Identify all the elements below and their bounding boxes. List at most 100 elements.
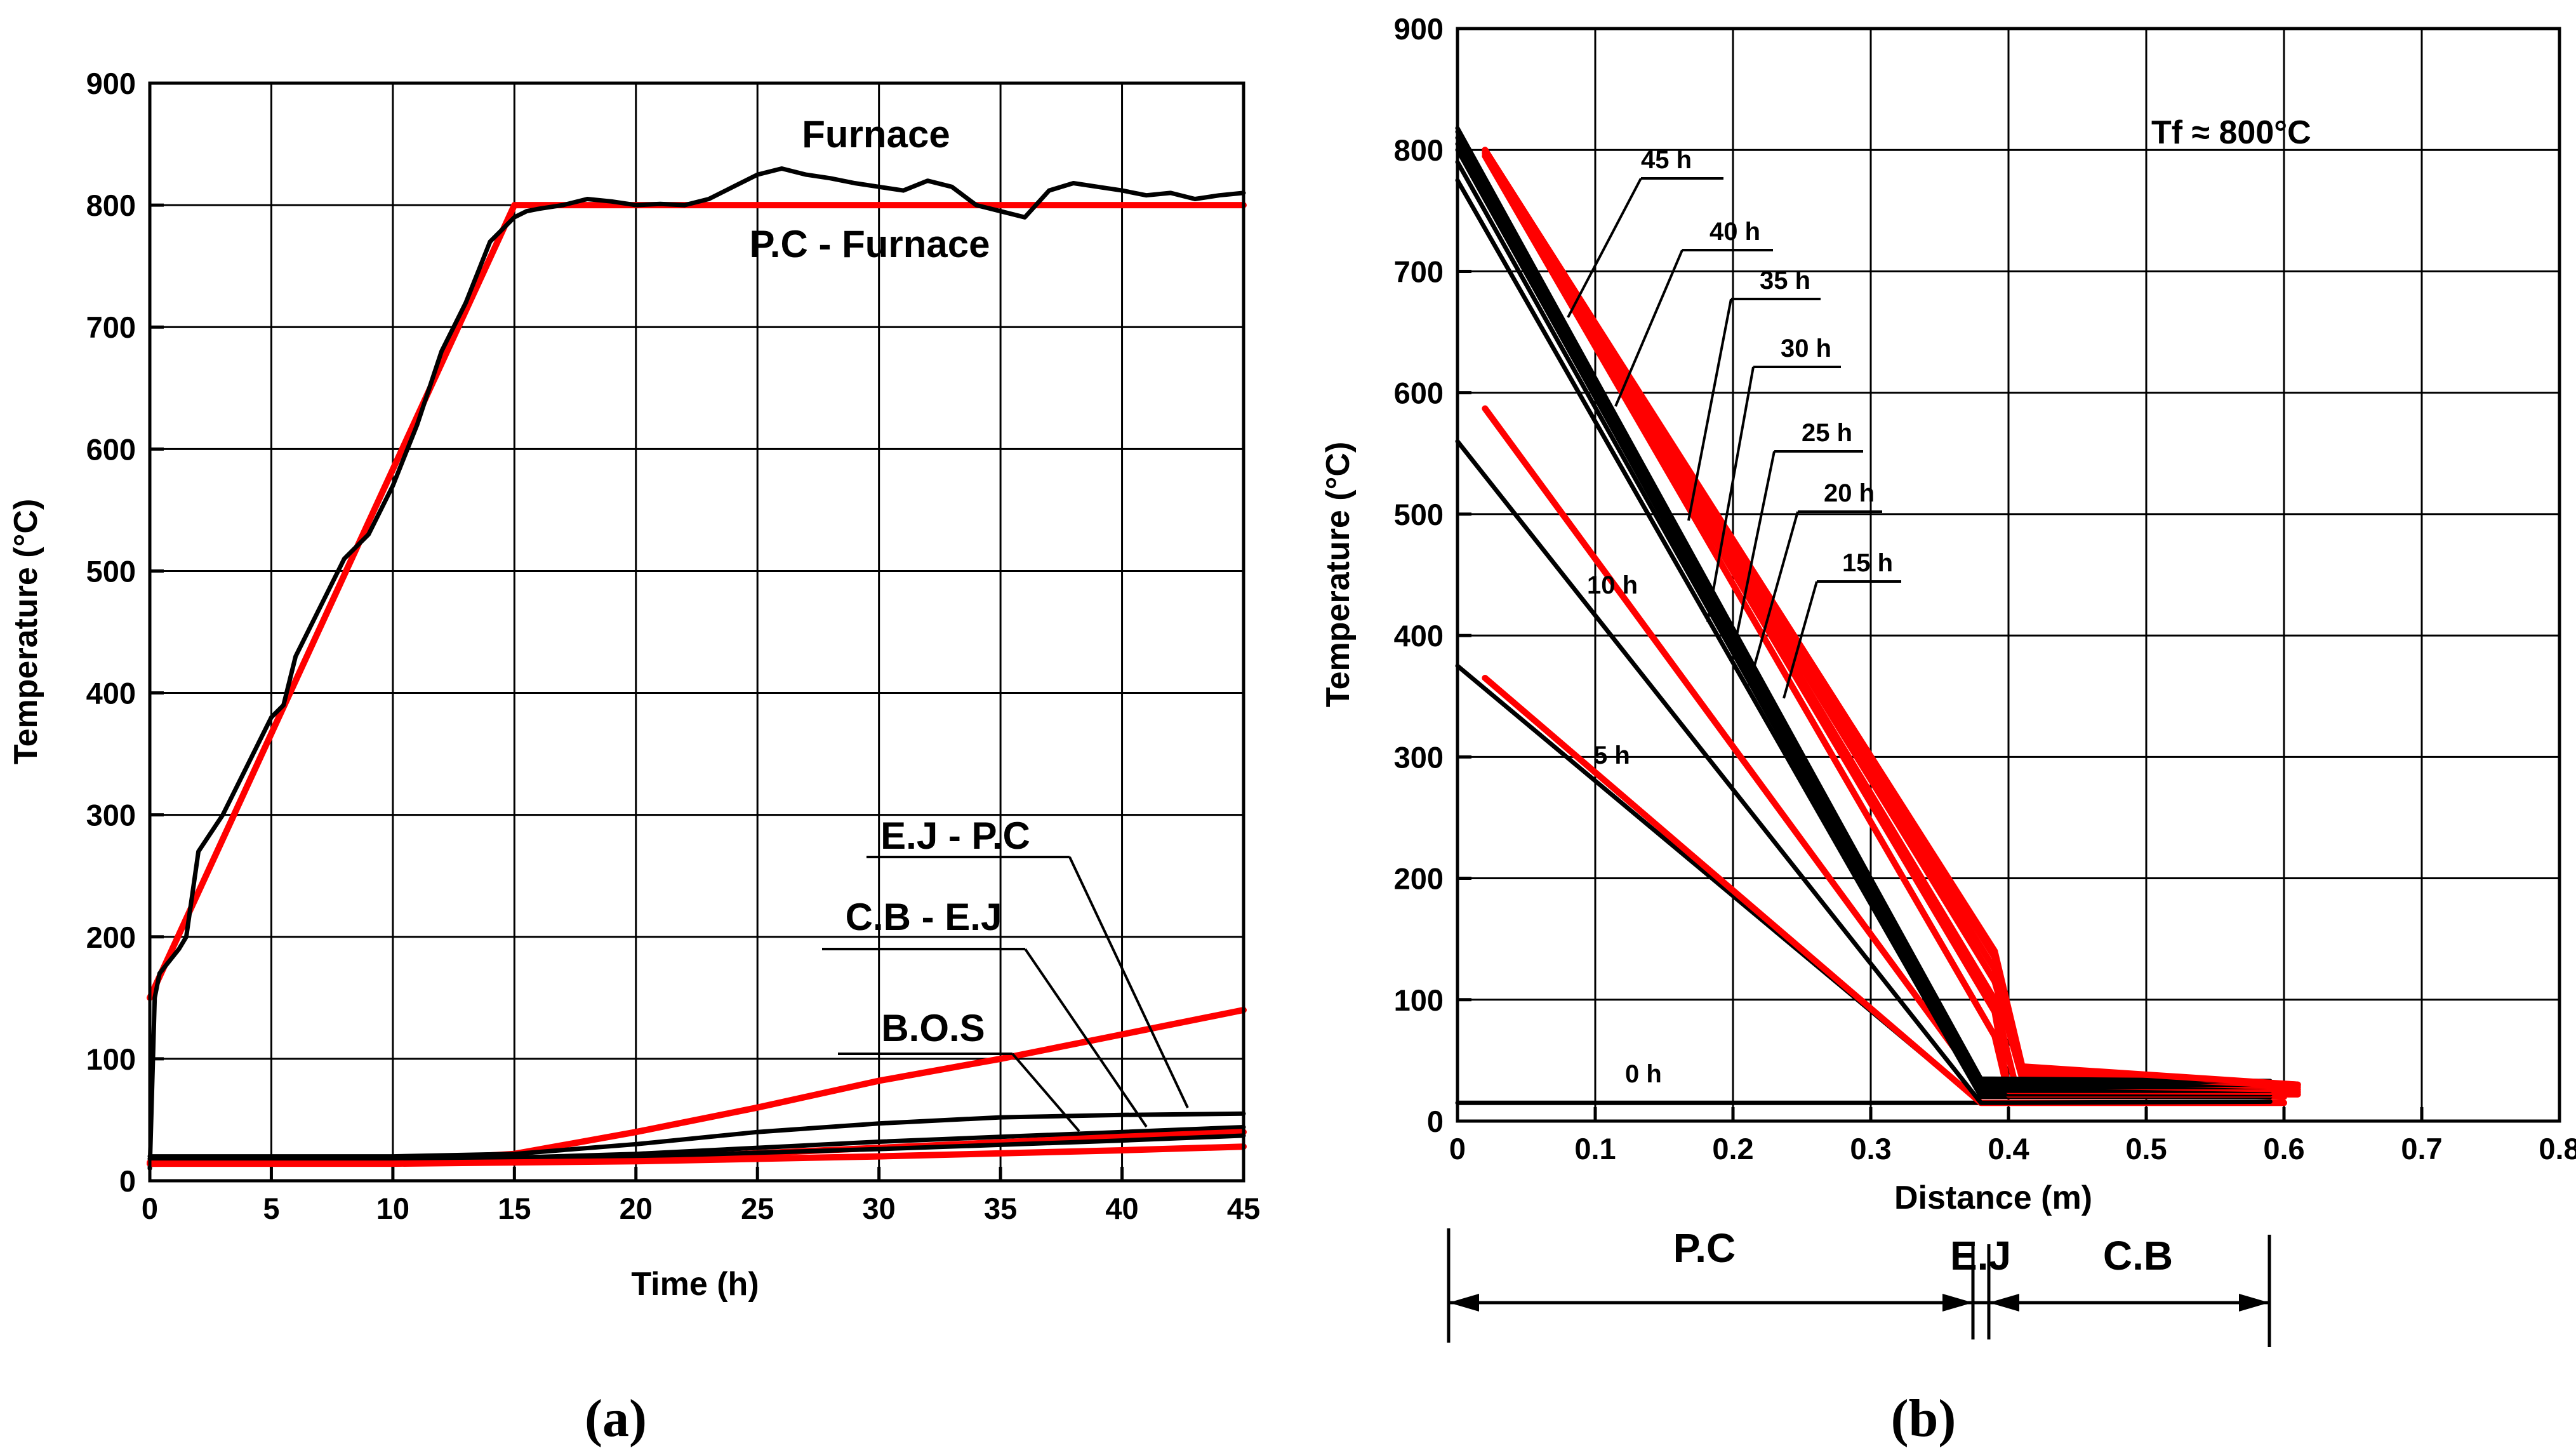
y-tick-label: 900	[86, 67, 136, 100]
x-tick-label: 35	[984, 1192, 1017, 1225]
x-tick-label: 15	[498, 1192, 531, 1225]
series-line-10-h-black	[1455, 439, 2273, 1105]
time-labels: 45 h 40 h35 h 30 h 25 h 20 h 15 h 10 h 5 h 0 h	[1567, 146, 1901, 1088]
arrow-pc-left	[1449, 1294, 1479, 1312]
chart-b-xlabel: Distance (m)	[1894, 1179, 2092, 1216]
time-label-5h: 5 h	[1593, 741, 1630, 769]
chart-a-grid	[150, 83, 1244, 1181]
zone-label-ej: E.J	[1950, 1233, 2011, 1279]
furnace-temperature-label: Tf ≈ 800°C	[2151, 114, 2311, 151]
time-label-leader	[1614, 249, 1683, 407]
y-tick-label: 500	[1394, 498, 1444, 531]
time-label-45h: 45 h	[1641, 146, 1692, 174]
series-line-30-h-red	[1482, 148, 2301, 1091]
x-tick-label: 0.5	[2125, 1132, 2167, 1166]
time-label-leader	[1748, 511, 1799, 686]
series-line-45-h-black	[1455, 126, 2273, 1084]
time-label-15h: 15 h	[1842, 549, 1893, 577]
y-tick-label: 0	[119, 1164, 136, 1198]
chart-a-frame	[148, 81, 1245, 1183]
caption-b: (b)	[1891, 1389, 1956, 1448]
leader-bos	[1011, 1053, 1080, 1133]
x-tick-label: 0.1	[1574, 1132, 1616, 1166]
leader-ej-pc	[1068, 856, 1189, 1108]
chart-b-series	[1455, 126, 2301, 1106]
x-tick-label: 45	[1227, 1192, 1260, 1225]
chart-b-ticks: 0 0.1 0.2 0.3 0.4 0.5 0.6 0.7 0.8 0 100 200 300 400 50…	[1394, 12, 2576, 1166]
time-label-leader	[1783, 581, 1818, 699]
series-line-20-h-red	[1482, 150, 2301, 1096]
leader-cb-ej	[1024, 948, 1148, 1128]
x-tick-label: 0.7	[2401, 1132, 2442, 1166]
x-tick-label: 0.3	[1850, 1132, 1891, 1166]
y-tick-label: 900	[1394, 12, 1444, 46]
y-tick-label: 700	[1394, 255, 1444, 288]
series-line-b-o-s-red	[147, 1143, 1247, 1167]
y-tick-label: 500	[86, 554, 136, 588]
time-label-30h: 30 h	[1781, 335, 1831, 362]
time-label-25h: 25 h	[1802, 419, 1852, 447]
zone-label-cb: C.B	[2103, 1233, 2173, 1279]
x-tick-label: 30	[863, 1192, 896, 1225]
time-label-0h: 0 h	[1625, 1060, 1662, 1088]
x-tick-label: 40	[1105, 1192, 1138, 1225]
chart-a-ticks: 0 5 10 15 20 25 30 35 40 45 0 100 200 300 400 500 600 700…	[86, 67, 1261, 1225]
series-line-p-c-furnace-red	[147, 202, 1247, 1001]
annotation-cb-ej: C.B - E.J	[846, 896, 1002, 938]
x-tick-label: 0	[1449, 1132, 1466, 1166]
x-tick-label: 0.8	[2539, 1132, 2576, 1166]
time-label-leader	[1706, 366, 1755, 623]
x-tick-label: 0.4	[1988, 1132, 2029, 1166]
series-line-40-h-black	[1455, 130, 2273, 1085]
y-tick-label: 0	[1427, 1105, 1444, 1138]
caption-a: (a)	[585, 1389, 647, 1448]
y-tick-label: 100	[1394, 983, 1444, 1017]
time-label-20h: 20 h	[1824, 479, 1875, 507]
chart-a-series	[147, 166, 1247, 1171]
series-line-35-h-red	[1482, 147, 2301, 1089]
arrow-pc-right	[1942, 1294, 1973, 1312]
series-line-30-h-black	[1455, 142, 2273, 1089]
series-line-e-j-p-c-black	[147, 1111, 1246, 1159]
x-tick-label: 10	[376, 1192, 409, 1225]
time-label-40h: 40 h	[1710, 218, 1760, 246]
time-label-leader	[1732, 451, 1776, 654]
y-tick-label: 600	[86, 432, 136, 466]
chart-b: 0 0.1 0.2 0.3 0.4 0.5 0.6 0.7 0.8 0 100 200 300 400 50…	[1320, 12, 2576, 1448]
series-line-35-h-black	[1455, 135, 2273, 1087]
x-tick-label: 0.2	[1712, 1132, 1753, 1166]
y-tick-label: 300	[1394, 740, 1444, 774]
annotation-bos: B.O.S	[881, 1007, 985, 1049]
y-tick-label: 800	[1394, 133, 1444, 167]
x-tick-label: 25	[741, 1192, 774, 1225]
series-line-15-h-red	[1482, 152, 2301, 1098]
time-label-35h: 35 h	[1760, 267, 1810, 295]
annotation-ej-pc: E.J - P.C	[880, 814, 1030, 857]
y-tick-label: 400	[86, 677, 136, 710]
y-tick-label: 100	[86, 1042, 136, 1076]
y-tick-label: 600	[1394, 376, 1444, 410]
x-tick-label: 20	[620, 1192, 653, 1225]
x-tick-label: 5	[263, 1192, 279, 1225]
y-tick-label: 300	[86, 799, 136, 832]
series-line-b-o-s-black	[147, 1133, 1246, 1161]
y-tick-label: 200	[86, 920, 136, 954]
chart-a-xlabel: Time (h)	[631, 1266, 759, 1303]
annotation-pc-furnace: P.C - Furnace	[749, 223, 990, 265]
zone-label-pc: P.C	[1673, 1225, 1736, 1271]
series-line-furnace-black	[147, 166, 1246, 1171]
x-tick-label: 0.6	[2263, 1132, 2304, 1166]
series-line-25-h-black	[1455, 147, 2273, 1093]
y-tick-label: 200	[1394, 862, 1444, 896]
chart-a-ylabel: Temperature (°C)	[8, 499, 44, 765]
time-label-leader	[1567, 178, 1642, 318]
series-line-25-h-red	[1482, 149, 2301, 1093]
chart-b-ylabel: Temperature (°C)	[1320, 442, 1357, 708]
y-tick-label: 800	[86, 189, 136, 222]
arrow-cb-right	[2239, 1294, 2269, 1312]
y-tick-label: 400	[1394, 619, 1444, 653]
time-label-leader	[1687, 298, 1732, 521]
chart-a: 0 5 10 15 20 25 30 35 40 45 0 100 200 300 400 500 600 700…	[8, 67, 1260, 1448]
time-label-10h: 10 h	[1587, 571, 1638, 599]
